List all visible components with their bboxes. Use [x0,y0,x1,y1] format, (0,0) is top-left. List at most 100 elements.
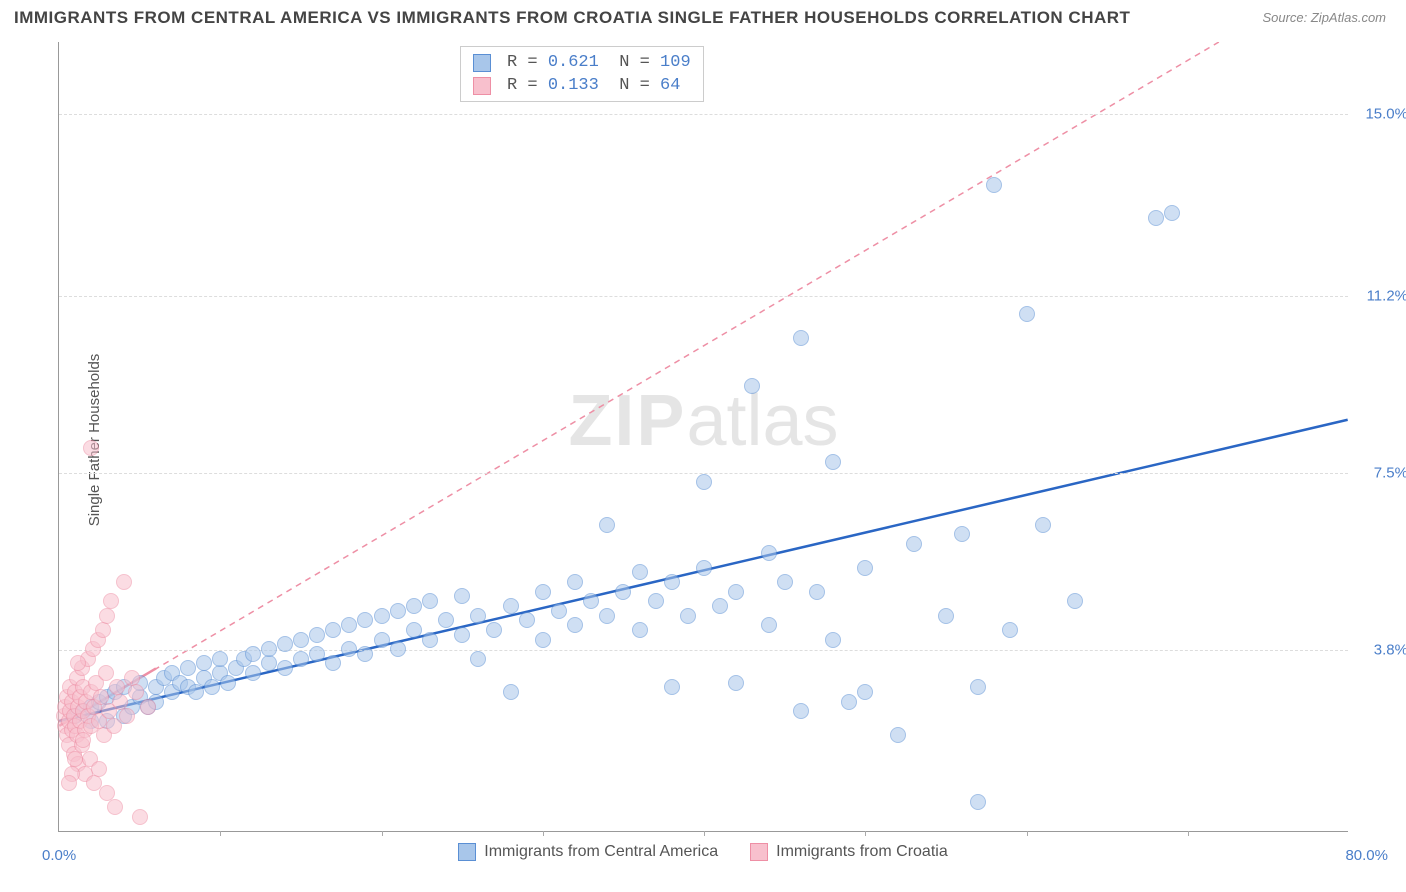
y-tick-label: 11.2% [1353,287,1406,304]
data-point [83,440,99,456]
data-point [70,655,86,671]
data-point [119,708,135,724]
data-point [98,665,114,681]
data-point [551,603,567,619]
data-point [503,684,519,700]
data-point [648,593,664,609]
stats-text: R = 0.621 N = 109 [507,53,691,72]
data-point [906,536,922,552]
x-minor-tick [220,831,221,836]
data-point [793,330,809,346]
data-point [809,584,825,600]
data-point [567,574,583,590]
data-point [986,177,1002,193]
data-point [632,564,648,580]
data-point [325,655,341,671]
data-point [728,584,744,600]
data-point [728,675,744,691]
watermark: ZIPatlas [568,380,838,462]
data-point [61,775,77,791]
data-point [761,545,777,561]
data-point [938,608,954,624]
data-point [1035,517,1051,533]
x-minor-tick [382,831,383,836]
data-point [632,622,648,638]
y-tick-label: 7.5% [1353,464,1406,481]
data-point [107,799,123,815]
data-point [261,641,277,657]
scatter-plot: ZIPatlas 3.8%7.5%11.2%15.0% [58,42,1348,832]
data-point [220,675,236,691]
data-point [1002,622,1018,638]
data-point [664,574,680,590]
data-point [390,603,406,619]
data-point [583,593,599,609]
data-point [293,632,309,648]
data-point [696,474,712,490]
data-point [841,694,857,710]
data-point [680,608,696,624]
data-point [103,593,119,609]
data-point [309,627,325,643]
data-point [454,627,470,643]
y-tick-label: 3.8% [1353,642,1406,659]
x-minor-tick [1027,831,1028,836]
data-point [535,584,551,600]
data-point [599,608,615,624]
data-point [1067,593,1083,609]
data-point [196,655,212,671]
legend-swatch [750,843,768,861]
chart-title: IMMIGRANTS FROM CENTRAL AMERICA VS IMMIG… [14,8,1130,28]
data-point [438,612,454,628]
data-point [309,646,325,662]
data-point [132,809,148,825]
data-point [1019,306,1035,322]
data-point [1148,210,1164,226]
data-point [519,612,535,628]
data-point [761,617,777,633]
data-point [890,727,906,743]
stats-row: R = 0.133 N = 64 [473,74,691,97]
legend-label: Immigrants from Croatia [776,843,948,861]
stats-row: R = 0.621 N = 109 [473,51,691,74]
data-point [454,588,470,604]
data-point [664,679,680,695]
gridline [59,296,1348,297]
data-point [180,660,196,676]
bottom-legend: Immigrants from Central America Immigrant… [0,843,1406,866]
data-point [777,574,793,590]
gridline [59,114,1348,115]
data-point [1164,205,1180,221]
data-point [486,622,502,638]
data-point [825,632,841,648]
data-point [599,517,615,533]
data-point [696,560,712,576]
data-point [341,617,357,633]
legend-swatch [458,843,476,861]
correlation-stats-box: R = 0.621 N = 109 R = 0.133 N = 64 [460,46,704,102]
x-minor-tick [865,831,866,836]
data-point [128,684,144,700]
source-label: Source: ZipAtlas.com [1262,10,1386,25]
data-point [325,622,341,638]
data-point [277,660,293,676]
x-minor-tick [1188,831,1189,836]
data-point [470,608,486,624]
data-point [374,632,390,648]
data-point [99,608,115,624]
data-point [91,761,107,777]
data-point [261,655,277,671]
data-point [374,608,390,624]
data-point [422,632,438,648]
data-point [406,622,422,638]
data-point [75,732,91,748]
data-point [406,598,422,614]
x-minor-tick [704,831,705,836]
data-point [109,679,125,695]
data-point [245,665,261,681]
data-point [744,378,760,394]
legend-label: Immigrants from Central America [484,843,718,861]
data-point [422,593,438,609]
data-point [204,679,220,695]
data-point [535,632,551,648]
